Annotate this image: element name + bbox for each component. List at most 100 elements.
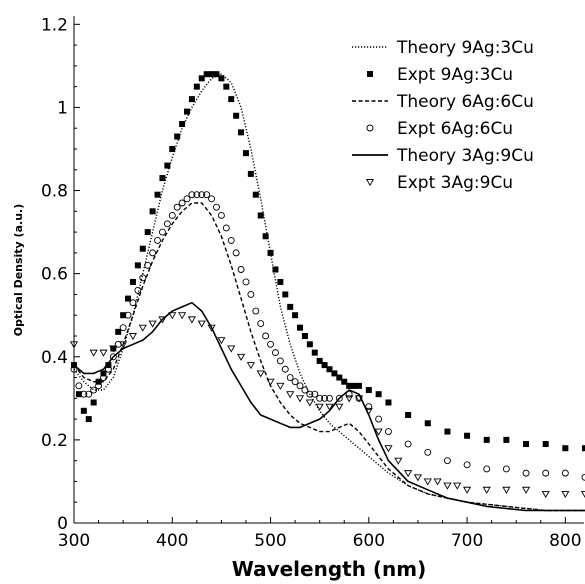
x-axis-title: Wavelength (nm) [232, 557, 427, 581]
data-point [228, 96, 235, 103]
x-tick-label: 700 [451, 531, 483, 551]
data-point [385, 428, 392, 436]
data-point [301, 386, 309, 394]
legend: Theory 9Ag:3Cu Expt 9Ag:3Cu Theory 6Ag:6Cu… [352, 38, 534, 193]
data-point [562, 445, 569, 452]
data-point [355, 382, 362, 389]
data-point [159, 175, 166, 182]
data-point [174, 133, 181, 140]
legend-swatch [367, 71, 373, 77]
data-point [336, 374, 343, 381]
data-point [184, 108, 191, 115]
data-point [462, 486, 472, 494]
data-point [193, 191, 201, 199]
data-point [207, 324, 216, 332]
data-point [129, 299, 137, 307]
ticks-layer: 300 400 500 600 700 800 0 0.2 0.4 0.6 0.8 1 1.2 [41, 15, 582, 551]
data-point [286, 374, 294, 381]
data-point [109, 353, 117, 361]
data-point [90, 399, 97, 406]
data-point [169, 145, 176, 152]
data-point [198, 191, 206, 199]
data-point [335, 403, 344, 411]
legend-swatch [365, 179, 375, 187]
data-point [292, 312, 299, 319]
data-point [561, 490, 570, 499]
data-point [208, 195, 216, 203]
legend-item: Theory 6Ag:6Cu [352, 92, 534, 112]
data-point [246, 362, 255, 370]
data-point [521, 486, 531, 494]
data-point [354, 395, 364, 403]
data-point [424, 420, 431, 427]
data-point [227, 345, 236, 353]
legend-label: Theory 6Ag:6Cu [396, 92, 534, 112]
data-point [295, 395, 305, 403]
data-point [316, 357, 323, 364]
data-point [80, 407, 87, 414]
data-point [85, 390, 93, 398]
data-point [178, 199, 186, 207]
data-point [405, 411, 412, 418]
data-point [272, 349, 279, 357]
data-point [80, 390, 88, 398]
y-tick-label: 0.4 [41, 348, 68, 368]
data-point [154, 236, 161, 244]
data-point [168, 312, 177, 320]
data-point [404, 440, 412, 448]
data-point [365, 387, 372, 394]
data-point [227, 236, 235, 244]
data-point [139, 274, 147, 282]
data-point [375, 391, 382, 398]
data-point [464, 432, 471, 439]
data-point [257, 212, 264, 219]
data-point [109, 345, 118, 353]
data-point [256, 370, 265, 378]
data-point [364, 407, 373, 415]
data-point [483, 465, 491, 473]
data-point [99, 349, 108, 357]
data-point [158, 316, 167, 324]
data-point [213, 203, 220, 211]
data-point [296, 382, 304, 390]
data-point [433, 478, 442, 486]
data-point [188, 96, 195, 103]
series-1 [71, 71, 585, 452]
legend-label: Expt 6Ag:6Cu [397, 119, 513, 139]
data-point [178, 312, 187, 320]
data-point [267, 249, 274, 256]
data-point [197, 320, 206, 328]
data-point [104, 365, 112, 373]
data-point [95, 382, 103, 390]
data-point [331, 370, 338, 377]
data-point [424, 448, 432, 456]
data-point [138, 324, 147, 332]
data-point [247, 170, 254, 177]
data-point [154, 191, 161, 198]
data-point [124, 311, 132, 319]
x-tick-label: 800 [549, 531, 581, 551]
data-point [326, 366, 333, 373]
data-point [100, 374, 107, 381]
data-point [287, 303, 294, 310]
data-point [301, 332, 308, 339]
data-point [252, 191, 259, 198]
y-tick-label: 0.8 [41, 182, 68, 202]
data-point [187, 316, 197, 324]
data-point [149, 249, 157, 257]
data-point [110, 345, 117, 352]
data-point [173, 203, 181, 211]
data-point [423, 478, 432, 486]
data-point [542, 441, 549, 448]
legend-item: Expt 3Ag:9Cu [365, 173, 513, 193]
data-point [163, 220, 171, 228]
data-point [203, 71, 210, 78]
data-point [444, 428, 451, 435]
data-point [247, 290, 255, 298]
data-point [503, 436, 510, 443]
data-point [542, 469, 550, 477]
data-point [384, 445, 393, 453]
data-point [561, 469, 569, 477]
data-point [306, 390, 314, 398]
